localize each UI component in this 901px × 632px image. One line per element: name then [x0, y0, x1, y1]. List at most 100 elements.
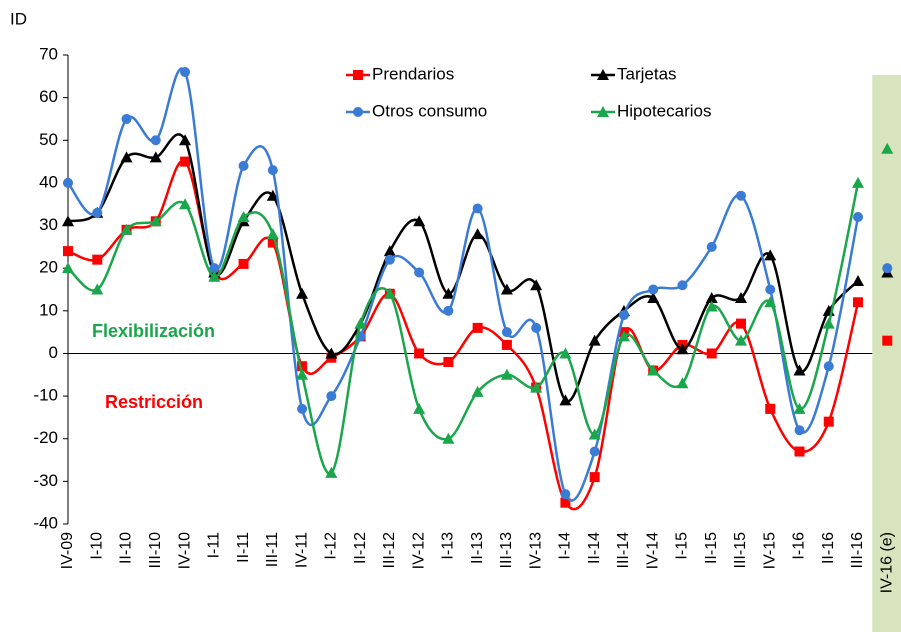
data-point [297, 403, 308, 414]
data-point [266, 228, 279, 240]
data-point [500, 368, 513, 380]
data-point [326, 391, 337, 402]
data-point [705, 300, 718, 312]
data-point [765, 403, 776, 414]
y-tick-label: 60 [39, 87, 58, 106]
data-point [618, 310, 629, 321]
data-point [209, 263, 220, 274]
x-tick-label: I-14 [557, 532, 574, 560]
data-point [589, 472, 600, 483]
y-tick-label: -30 [33, 471, 58, 490]
y-tick-label: 70 [39, 44, 58, 63]
data-point [238, 160, 249, 171]
data-point [443, 356, 454, 367]
data-point [413, 402, 426, 414]
data-point [150, 135, 161, 146]
x-tick-label: II-10 [118, 532, 135, 564]
data-point [822, 317, 835, 329]
legend-marker [597, 106, 609, 117]
x-tick-label: I-15 [674, 532, 691, 560]
legend-marker [353, 70, 363, 80]
data-point [734, 292, 747, 304]
data-point [179, 134, 192, 146]
data-point [734, 334, 747, 346]
data-point [297, 361, 308, 372]
data-point [560, 497, 571, 508]
data-point [823, 416, 834, 427]
y-tick-label: 50 [39, 130, 58, 149]
data-point [501, 339, 512, 350]
data-point [823, 361, 834, 372]
data-point [588, 334, 601, 346]
data-point [501, 327, 512, 338]
x-tick-label: I-12 [323, 532, 340, 560]
x-tick-label: II-16 [820, 532, 837, 564]
data-point [735, 318, 746, 329]
data-point [62, 215, 74, 227]
x-tick-label: II-13 [469, 532, 486, 564]
x-tick-label: IV-10 [176, 532, 193, 569]
data-point [267, 237, 278, 248]
data-point [63, 246, 73, 257]
data-point [413, 215, 426, 227]
data-point [794, 446, 805, 457]
data-point [62, 262, 74, 274]
x-tick-label: III-15 [732, 532, 749, 569]
legend-label: Prendarios [372, 64, 454, 83]
data-point [354, 317, 367, 329]
x-tick-label: IV-14 [644, 532, 661, 569]
data-point [500, 283, 513, 295]
series-line [67, 133, 859, 403]
x-tick-label: II-15 [703, 532, 720, 564]
data-point [383, 287, 396, 299]
data-point [588, 428, 601, 440]
data-point [120, 151, 133, 163]
data-point [794, 425, 805, 436]
x-tick-label: III-11 [264, 532, 281, 567]
data-point [91, 283, 104, 295]
series-line [66, 67, 860, 502]
data-point [676, 377, 689, 389]
data-point [149, 151, 162, 163]
data-point [208, 270, 221, 282]
legend-label: Tarjetas [617, 64, 677, 83]
data-point [531, 322, 542, 333]
y-tick-label: -10 [33, 386, 58, 405]
x-tick-label: IV-15 [761, 532, 778, 569]
data-point [559, 394, 572, 406]
y-tick-label: 0 [49, 343, 58, 362]
data-point [121, 113, 132, 124]
x-tick-label: III-14 [615, 532, 632, 569]
data-point [267, 165, 278, 176]
x-tick-label: III-13 [498, 532, 515, 569]
data-point [92, 207, 103, 218]
data-point [92, 254, 103, 265]
data-point [180, 156, 191, 167]
data-point [238, 258, 249, 269]
legend-label: Otros consumo [372, 101, 487, 120]
data-point [793, 364, 806, 376]
x-tick-label: IV-09 [59, 532, 76, 569]
data-point [765, 284, 776, 295]
data-point [63, 177, 73, 188]
data-point [793, 402, 806, 414]
x-tick-label: IV-16 (e) [878, 532, 895, 593]
data-point [706, 348, 717, 359]
x-tick-label: I-16 [791, 532, 808, 560]
data-point [472, 203, 483, 214]
y-tick-label: 10 [39, 300, 58, 319]
data-point [179, 198, 192, 210]
data-point [471, 228, 484, 240]
data-point [853, 297, 864, 308]
data-point [296, 368, 309, 380]
data-point [472, 322, 483, 333]
data-point [735, 190, 746, 201]
estimate-marker [882, 335, 893, 346]
x-tick-label: II-12 [352, 532, 369, 564]
legend-label: Hipotecarios [617, 101, 712, 120]
data-point [471, 385, 484, 397]
data-point [442, 432, 455, 444]
x-tick-label: III-16 [849, 532, 866, 569]
data-point [648, 284, 659, 295]
